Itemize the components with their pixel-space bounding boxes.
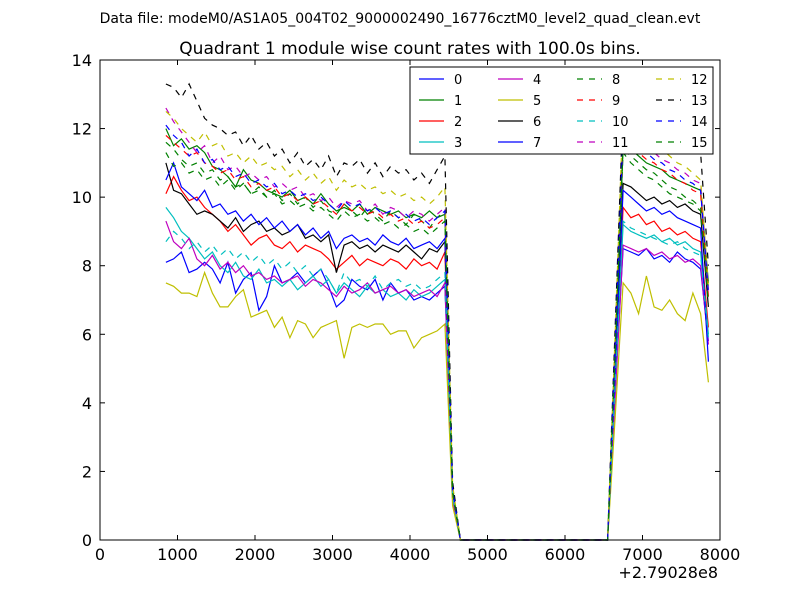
- y-tick-label: 14: [72, 51, 92, 70]
- legend-label-12: 12: [691, 73, 708, 88]
- y-tick-label: 10: [72, 188, 92, 207]
- series-line-4: [165, 220, 709, 541]
- series-line-5: [165, 270, 709, 541]
- x-tick-label: 4000: [390, 545, 431, 564]
- series-line-7: [165, 161, 709, 541]
- y-tick-label: 0: [82, 531, 92, 550]
- file-header: Data file: modeM0/AS1A05_004T02_90000024…: [100, 11, 701, 27]
- series-lines: [165, 82, 709, 541]
- x-offset-label: +2.79028e8: [618, 563, 718, 582]
- series-line-13: [165, 82, 709, 541]
- x-tick-label: 7000: [622, 545, 663, 564]
- x-tick-label: 5000: [467, 545, 508, 564]
- x-tick-label: 0: [95, 545, 105, 564]
- x-tick-label: 6000: [545, 545, 586, 564]
- y-tick-label: 12: [72, 120, 92, 139]
- legend-label-10: 10: [612, 115, 629, 130]
- series-line-15: [165, 141, 709, 541]
- series-line-14: [165, 124, 709, 541]
- y-tick-label: 2: [82, 462, 92, 481]
- legend-label-5: 5: [533, 94, 541, 109]
- legend-label-0: 0: [454, 73, 462, 88]
- legend-label-6: 6: [533, 115, 541, 130]
- series-line-11: [165, 107, 709, 541]
- legend-label-8: 8: [612, 73, 620, 88]
- legend-label-4: 4: [533, 73, 541, 88]
- y-tick-label: 6: [82, 325, 92, 344]
- legend-label-14: 14: [691, 115, 708, 130]
- chart-title: Quadrant 1 module wise count rates with …: [179, 39, 640, 59]
- legend-label-3: 3: [454, 136, 462, 151]
- x-tick-label: 1000: [157, 545, 198, 564]
- legend-label-11: 11: [612, 136, 629, 151]
- x-tick-label: 2000: [235, 545, 276, 564]
- series-line-12: [165, 106, 709, 541]
- legend-label-9: 9: [612, 94, 620, 109]
- y-tick-label: 4: [82, 394, 92, 413]
- legend-label-13: 13: [691, 94, 708, 109]
- series-line-10: [165, 219, 709, 541]
- x-tick-label: 3000: [312, 545, 353, 564]
- x-tick-label: 8000: [700, 545, 741, 564]
- legend-label-1: 1: [454, 94, 462, 109]
- legend-label-15: 15: [691, 136, 708, 151]
- legend-box: [409, 66, 714, 155]
- axis-ticks: 0 1000 2000 3000 4000 5000 6000 7000 80000246810…: [72, 51, 741, 564]
- legend-label-2: 2: [454, 115, 462, 130]
- legend-label-7: 7: [533, 136, 541, 151]
- y-tick-label: 8: [82, 257, 92, 276]
